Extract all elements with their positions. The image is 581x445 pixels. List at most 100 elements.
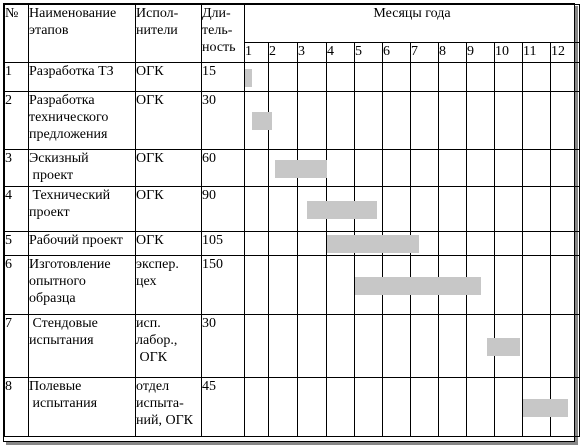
month-divider	[382, 92, 383, 149]
month-divider	[268, 232, 269, 255]
month-divider	[438, 63, 439, 91]
row-num: 2	[4, 91, 29, 150]
row-duration: 150	[201, 255, 245, 315]
row-duration: 45	[201, 377, 245, 437]
month-divider	[297, 378, 298, 436]
gantt-cells	[243, 255, 581, 315]
month-divider	[466, 187, 467, 231]
month-divider	[522, 150, 523, 186]
row-stage: Технический проект	[28, 186, 136, 232]
month-divider	[354, 315, 355, 377]
gantt-table: № Наименование этапов Испол- нители Дли-…	[4, 4, 581, 437]
month-divider	[326, 256, 327, 314]
gantt-bar	[523, 399, 569, 417]
month-divider	[268, 256, 269, 314]
month-divider	[297, 232, 298, 255]
month-divider	[297, 63, 298, 91]
gantt-cells	[243, 377, 581, 437]
month-divider	[326, 232, 327, 255]
month-divider	[297, 187, 298, 231]
table-row: 7 Стендовые испытания исп. лабор., ОГК 30	[4, 314, 581, 378]
month-number-3: 3	[297, 42, 327, 63]
month-divider	[382, 315, 383, 377]
header-row: № Наименование этапов Испол- нители Дли-…	[4, 4, 581, 63]
row-num: 8	[4, 377, 29, 437]
month-divider	[354, 92, 355, 149]
row-duration: 15	[201, 62, 245, 92]
month-divider	[494, 150, 495, 186]
header-executors: Испол- нители	[135, 4, 202, 63]
month-divider	[268, 63, 269, 91]
row-stage: Изготовление опытного образца	[28, 255, 136, 315]
month-divider	[326, 315, 327, 377]
month-divider	[466, 378, 467, 436]
month-divider	[522, 315, 523, 377]
month-divider	[494, 92, 495, 149]
row-executor: экспер. цех	[135, 255, 202, 315]
row-duration: 30	[201, 91, 245, 150]
month-divider	[326, 378, 327, 436]
gantt-cells	[243, 149, 581, 187]
month-divider	[382, 63, 383, 91]
month-divider	[438, 232, 439, 255]
month-divider	[438, 378, 439, 436]
month-divider	[382, 150, 383, 186]
month-divider	[550, 232, 551, 255]
month-divider	[550, 63, 551, 91]
table-row: 6 Изготовление опытного образца экспер. це…	[4, 255, 581, 315]
gantt-bar	[306, 201, 378, 219]
month-divider	[354, 256, 355, 314]
month-divider	[354, 378, 355, 436]
row-executor: ОГК	[135, 149, 202, 187]
table-row: 1 Разработка ТЗ ОГК 15	[4, 62, 581, 92]
month-divider	[550, 187, 551, 231]
month-divider	[297, 315, 298, 377]
table-row: 5 Рабочий проект ОГК 105	[4, 231, 581, 256]
row-duration: 60	[201, 149, 245, 187]
month-divider	[522, 232, 523, 255]
month-divider	[297, 256, 298, 314]
row-executor: ОГК	[135, 231, 202, 256]
row-num: 1	[4, 62, 29, 92]
month-divider	[494, 63, 495, 91]
month-divider	[466, 315, 467, 377]
header-num: №	[4, 4, 29, 63]
month-divider	[410, 378, 411, 436]
table-row: 4 Технический проект ОГК 90	[4, 186, 581, 232]
month-divider	[466, 63, 467, 91]
month-divider	[522, 378, 523, 436]
row-executor: отдел испыта- ний, ОГК	[135, 377, 202, 437]
gantt-cells	[243, 62, 581, 92]
month-divider	[522, 63, 523, 91]
month-divider	[550, 315, 551, 377]
month-number-5: 5	[354, 42, 383, 63]
row-num: 4	[4, 186, 29, 232]
month-divider	[438, 315, 439, 377]
month-number-7: 7	[410, 42, 439, 63]
month-divider	[297, 92, 298, 149]
row-duration: 105	[201, 231, 245, 256]
month-divider	[410, 315, 411, 377]
row-stage: Рабочий проект	[28, 231, 136, 256]
month-divider	[466, 92, 467, 149]
row-executor: ОГК	[135, 186, 202, 232]
table-row: 8 Полевые испытания отдел испыта- ний, ОГК…	[4, 377, 581, 437]
row-executor: ОГК	[135, 62, 202, 92]
month-divider	[522, 256, 523, 314]
month-number-11: 11	[522, 42, 551, 63]
month-number-6: 6	[382, 42, 411, 63]
month-divider	[438, 92, 439, 149]
gantt-cells	[243, 231, 581, 256]
month-number-1: 1	[244, 42, 269, 63]
month-divider	[410, 150, 411, 186]
month-number-row: 1 2 3 4 5 6 7 8 9 10 11 12	[5, 42, 581, 63]
gantt-cells	[243, 91, 581, 150]
month-divider	[494, 187, 495, 231]
gantt-cells	[243, 186, 581, 232]
month-divider	[268, 315, 269, 377]
month-divider	[410, 63, 411, 91]
month-divider	[550, 150, 551, 186]
row-num: 6	[4, 255, 29, 315]
month-number-2: 2	[268, 42, 298, 63]
row-stage: Полевые испытания	[28, 377, 136, 437]
